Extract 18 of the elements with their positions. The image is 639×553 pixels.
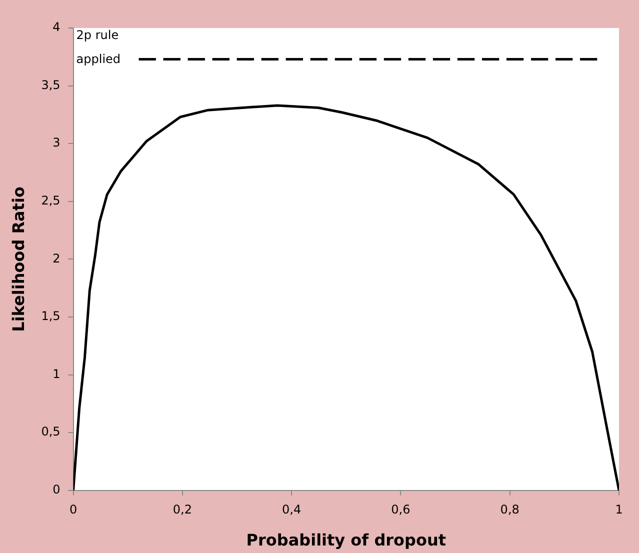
y-tick-label: 0,5 [41, 424, 60, 439]
y-tick-label: 4 [52, 20, 60, 34]
x-axis-title: Probability of dropout [246, 530, 446, 550]
y-axis-title: Likelihood Ratio [8, 186, 28, 332]
x-tick-label: 0,4 [282, 502, 302, 517]
y-tick-label: 1,5 [41, 309, 60, 324]
y-tick-label: 1 [52, 366, 60, 381]
x-tick-label: 0,2 [172, 502, 192, 517]
y-tick-label: 3 [52, 136, 60, 150]
y-tick-label: 2 [52, 251, 60, 266]
annotation: 2p rule applied [76, 28, 121, 66]
x-tick-label: 0 [69, 502, 78, 517]
x-tick-label: 1 [615, 502, 623, 517]
x-tick-label: 0,8 [500, 502, 520, 517]
y-tick-label: 2,5 [41, 194, 60, 208]
y-tick-label: 0 [52, 482, 60, 497]
y-tick-label: 3,5 [41, 78, 60, 92]
x-tick-label: 0,6 [391, 502, 410, 517]
